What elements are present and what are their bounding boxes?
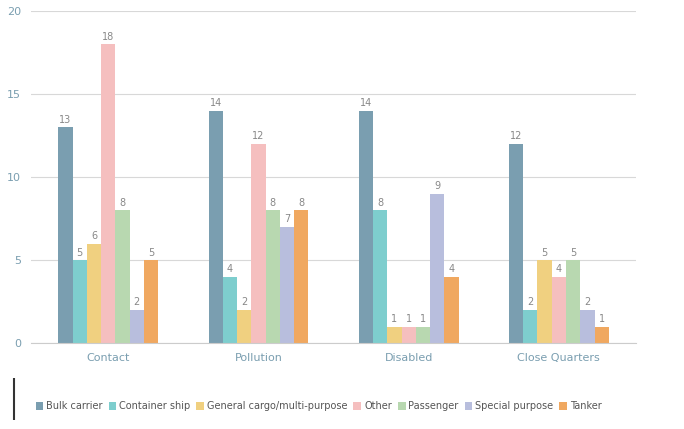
Text: 4: 4 [449,264,454,274]
Bar [358,111,373,343]
Text: 7: 7 [284,214,290,224]
Bar [387,326,402,343]
Bar [416,326,430,343]
Bar [552,277,566,343]
Bar [237,310,251,343]
Text: 13: 13 [60,115,72,125]
Text: 14: 14 [209,98,222,108]
Bar [523,310,538,343]
Bar [566,260,580,343]
Text: 1: 1 [420,314,426,324]
Text: 9: 9 [434,181,440,191]
Text: 2: 2 [133,297,140,308]
Text: 8: 8 [298,198,304,208]
Text: 12: 12 [510,131,522,141]
Bar [116,210,130,343]
Bar [265,210,280,343]
Text: 1: 1 [391,314,397,324]
Bar [101,44,116,343]
Bar [73,260,87,343]
Bar [580,310,594,343]
Text: 1: 1 [598,314,605,324]
Text: 5: 5 [77,248,83,258]
Bar [280,227,294,343]
Text: 1: 1 [406,314,412,324]
Text: 2: 2 [584,297,590,308]
Bar [209,111,223,343]
Text: 2: 2 [527,297,534,308]
Bar [130,310,144,343]
Text: 5: 5 [148,248,154,258]
Bar [294,210,308,343]
Text: 8: 8 [269,198,276,208]
Bar [87,244,101,343]
Bar [538,260,552,343]
Text: 12: 12 [252,131,265,141]
Bar [144,260,158,343]
Text: 6: 6 [91,231,97,241]
Bar [58,127,73,343]
Bar [402,326,416,343]
Text: 4: 4 [227,264,233,274]
Bar [223,277,237,343]
Bar [594,326,609,343]
Text: 8: 8 [377,198,383,208]
Bar [373,210,387,343]
Text: 2: 2 [241,297,248,308]
Legend: Bulk carrier, Container ship, General cargo/multi-purpose, Other, Passenger, Spe: Bulk carrier, Container ship, General ca… [36,401,602,411]
Bar [430,193,445,343]
Text: 14: 14 [360,98,372,108]
Bar [445,277,458,343]
Text: 18: 18 [102,32,114,42]
Text: 5: 5 [542,248,548,258]
Text: 4: 4 [556,264,562,274]
Text: 5: 5 [570,248,576,258]
Bar [251,144,265,343]
Bar [509,144,523,343]
Text: 8: 8 [120,198,126,208]
